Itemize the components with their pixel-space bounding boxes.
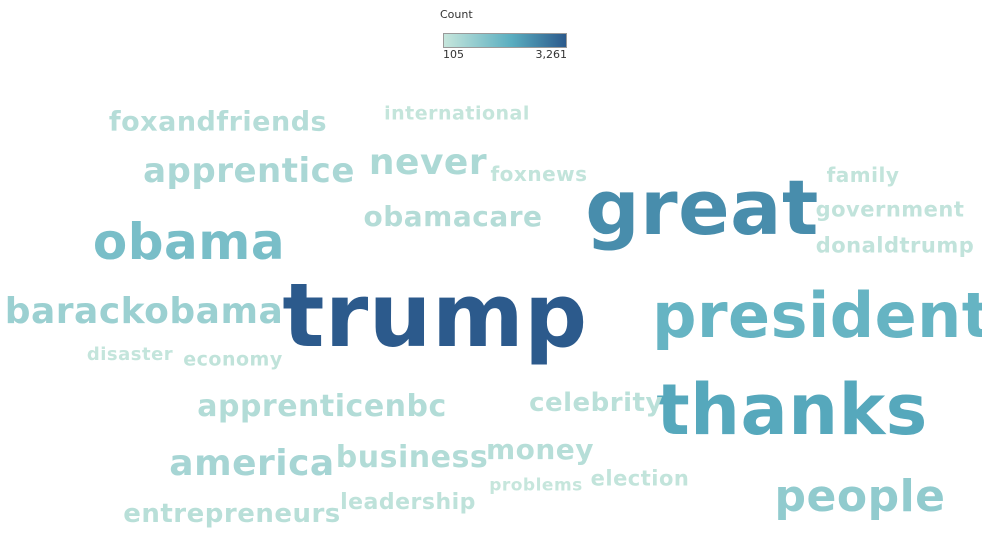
- legend-min-label: 105: [443, 48, 464, 61]
- word-economy: economy: [183, 348, 283, 371]
- word-people: people: [774, 471, 946, 522]
- word-america: america: [169, 443, 335, 484]
- word-never: never: [368, 142, 488, 183]
- word-foxnews: foxnews: [490, 162, 588, 186]
- legend-max-label: 3,261: [535, 48, 568, 61]
- word-family: family: [826, 163, 900, 187]
- word-obamacare: obamacare: [363, 200, 543, 233]
- word-apprentice: apprentice: [143, 151, 355, 191]
- word-money: money: [485, 433, 595, 466]
- word-celebrity: celebrity: [529, 388, 663, 418]
- word-donaldtrump: donaldtrump: [815, 233, 975, 258]
- word-government: government: [815, 197, 965, 222]
- word-problems: problems: [489, 475, 583, 496]
- word-leadership: leadership: [340, 490, 476, 515]
- word-president: president: [652, 279, 982, 352]
- word-thanks: thanks: [656, 369, 928, 451]
- word-business: business: [335, 440, 489, 475]
- word-entrepreneurs: entrepreneurs: [123, 499, 341, 529]
- word-international: international: [384, 102, 530, 125]
- color-legend: Count 105 3,261: [440, 6, 570, 66]
- word-great: great: [585, 163, 819, 252]
- word-barackobama: barackobama: [4, 291, 284, 332]
- word-disaster: disaster: [86, 344, 174, 365]
- word-obama: obama: [92, 213, 286, 271]
- word-trump: trump: [282, 264, 588, 367]
- legend-gradient-bar: [443, 33, 567, 48]
- legend-title: Count: [440, 8, 473, 21]
- word-election: election: [590, 466, 690, 491]
- word-apprenticenbc: apprenticenbc: [197, 389, 447, 424]
- word-foxandfriends: foxandfriends: [108, 106, 328, 138]
